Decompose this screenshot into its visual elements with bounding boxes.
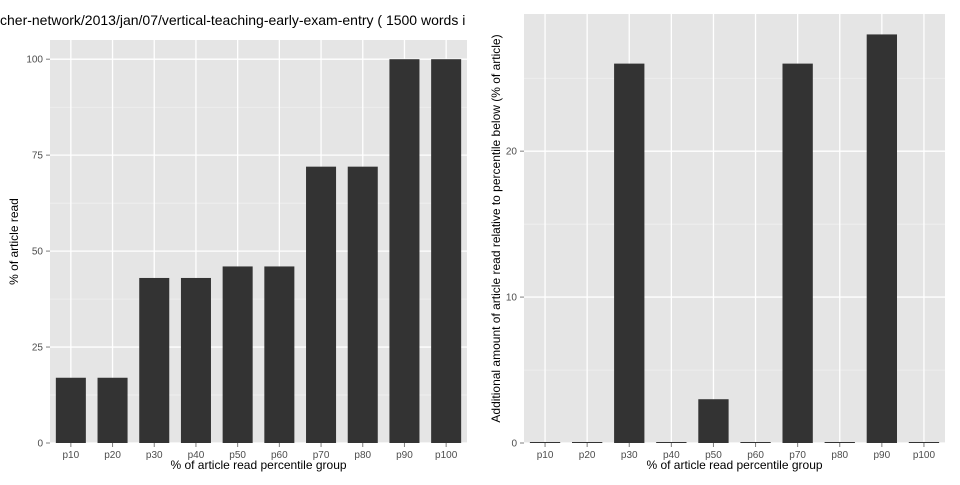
bar-p60 — [264, 266, 295, 443]
x-tick-label: p80 — [354, 450, 371, 461]
bar-p50 — [698, 399, 729, 443]
x-tick-label: p90 — [874, 450, 891, 461]
bar-p50 — [222, 266, 253, 443]
y-tick-label: 25 — [32, 343, 44, 354]
bar-p70 — [782, 63, 813, 443]
x-axis-title: % of article read percentile group — [170, 458, 346, 472]
x-tick-label: p30 — [621, 450, 638, 461]
y-tick-label: 75 — [32, 151, 44, 162]
bar-p90 — [866, 34, 898, 444]
bar-p10 — [529, 442, 561, 443]
x-tick-label: p100 — [913, 450, 936, 461]
bar-p30 — [614, 63, 645, 443]
bar-p40 — [656, 442, 687, 443]
x-tick-label: p60 — [271, 450, 288, 461]
x-axis-title: % of article read percentile group — [646, 458, 822, 472]
y-axis-title: % of article read — [7, 198, 21, 285]
x-tick-label: p30 — [146, 450, 163, 461]
y-tick-label: 20 — [506, 147, 518, 158]
bar-p20 — [97, 377, 128, 443]
x-tick-label: p100 — [435, 450, 458, 461]
bar-p80 — [824, 442, 855, 443]
x-tick-label: p70 — [789, 450, 806, 461]
x-tick-label: p20 — [104, 450, 121, 461]
y-axis-title: Additional amount of article read relati… — [489, 34, 503, 422]
bar-p100 — [908, 442, 940, 443]
bar-p100 — [431, 59, 462, 443]
x-tick-label: p40 — [663, 450, 680, 461]
y-tick-label: 0 — [511, 439, 517, 450]
bar-p60 — [740, 442, 771, 443]
bar-p30 — [139, 277, 170, 443]
x-tick-label: p40 — [188, 450, 205, 461]
x-tick-label: p20 — [579, 450, 596, 461]
x-tick-label: p70 — [313, 450, 330, 461]
x-tick-label: p50 — [705, 450, 722, 461]
x-tick-label: p80 — [831, 450, 848, 461]
bar-p90 — [389, 59, 420, 443]
bar-p20 — [571, 442, 603, 443]
x-tick-label: p10 — [63, 450, 80, 461]
y-tick-label: 100 — [26, 55, 43, 66]
x-tick-label: p60 — [747, 450, 764, 461]
x-tick-label: p50 — [229, 450, 246, 461]
y-tick-label: 50 — [32, 247, 44, 258]
x-tick-label: p90 — [396, 450, 413, 461]
x-tick-label: p10 — [537, 450, 554, 461]
y-tick-label: 0 — [37, 439, 43, 450]
y-tick-label: 10 — [506, 293, 518, 304]
bar-p10 — [55, 377, 86, 443]
bar-p80 — [347, 166, 378, 443]
chart-title: cher-network/2013/jan/07/vertical-teachi… — [0, 12, 466, 28]
bar-p70 — [306, 166, 337, 443]
bar-p40 — [180, 277, 211, 443]
